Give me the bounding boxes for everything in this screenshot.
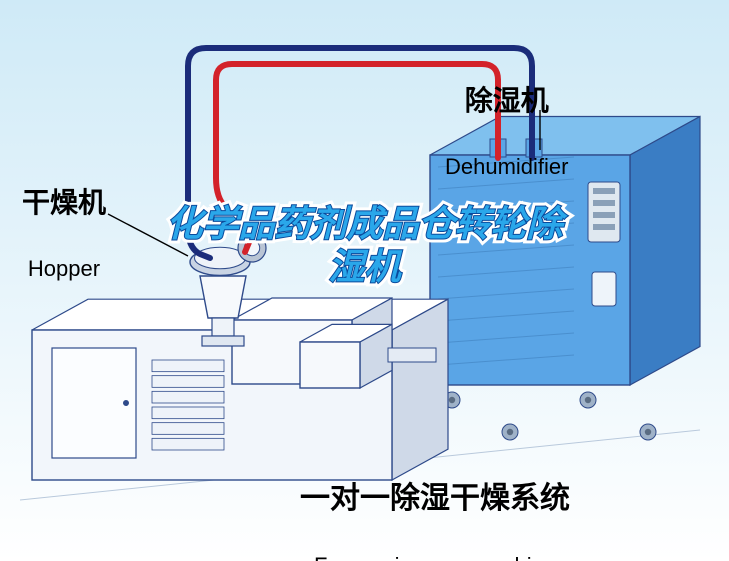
diagram-stage: 干燥机 Hopper 除湿机 Dehumidifier 一对一除湿干燥系统 Fo… (0, 0, 729, 561)
label-dryer-cn: 干燥机 (22, 187, 106, 219)
label-system: 一对一除湿干燥系统 For serving one machine (300, 445, 570, 561)
label-dehumidifier: 除湿机 Dehumidifier (445, 48, 569, 216)
label-dehumidifier-cn: 除湿机 (445, 85, 569, 117)
label-system-cn: 一对一除湿干燥系统 (300, 482, 570, 517)
label-dehumidifier-en: Dehumidifier (445, 154, 569, 179)
label-dryer: 干燥机 Hopper (22, 150, 106, 318)
label-system-en: For serving one machine (300, 553, 570, 561)
label-dryer-en: Hopper (22, 256, 106, 281)
